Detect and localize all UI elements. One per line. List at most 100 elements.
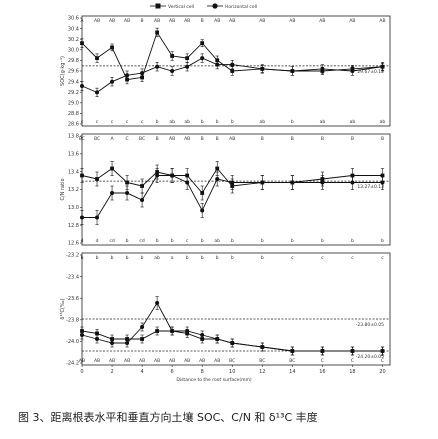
point-vertical: [80, 173, 84, 178]
point-horizontal: [290, 69, 295, 73]
letter-top: b: [231, 255, 234, 261]
letter-top: b: [261, 255, 264, 261]
letter-bottom: AB: [199, 358, 205, 364]
letter-bottom: AB: [184, 358, 190, 364]
point-horizontal: [380, 64, 385, 69]
point-vertical: [110, 45, 114, 50]
point-vertical: [170, 54, 175, 58]
x-tick-label: 10: [229, 369, 235, 375]
point-horizontal: [215, 337, 220, 341]
series-line-horizontal: [81, 302, 383, 352]
letter-top: B: [261, 136, 264, 142]
letter-bottom: c: [186, 239, 189, 244]
y-tick-label: 30.0: [68, 48, 79, 54]
letter-bottom: C: [351, 358, 354, 364]
x-tick-label: 12: [259, 369, 265, 375]
letter-top: AB: [214, 18, 220, 24]
chart-legend: Vertical cell Horizontal cell: [150, 3, 257, 10]
letter-top: BC: [94, 136, 100, 142]
point-vertical: [140, 184, 144, 188]
point-horizontal: [185, 180, 190, 185]
point-horizontal: [200, 208, 205, 213]
letter-bottom: AB: [94, 358, 100, 364]
point-vertical: [200, 41, 205, 46]
point-vertical: [140, 337, 144, 341]
letter-bottom: b: [201, 238, 204, 244]
y-tick-label: -23.6: [66, 296, 79, 302]
letter-top: B: [201, 18, 204, 24]
point-horizontal: [80, 215, 84, 220]
letter-top: AB: [169, 136, 175, 142]
point-horizontal: [230, 180, 235, 185]
letter-bottom: cd: [109, 238, 114, 244]
point-horizontal: [200, 333, 205, 337]
y-tick-label: 28.8: [68, 111, 79, 117]
y-tick-label: 29.8: [68, 58, 79, 64]
letter-top: B: [291, 136, 294, 142]
letter-bottom: AB: [139, 358, 145, 364]
point-horizontal: [260, 66, 265, 71]
point-horizontal: [125, 73, 130, 78]
letter-top: BC: [79, 136, 85, 142]
point-horizontal: [185, 64, 190, 69]
reference-label: -23.80±0.05: [356, 322, 384, 328]
legend-label-vertical: Vertical cell: [168, 4, 194, 10]
letter-top: AB: [124, 18, 130, 24]
letter-top: AB: [319, 18, 325, 24]
letter-bottom: BC: [259, 358, 265, 364]
point-horizontal: [215, 62, 220, 67]
series-line-vertical: [81, 31, 383, 81]
letter-top: B: [156, 136, 159, 142]
legend-marker-vertical: [155, 3, 161, 9]
y-tick-label: 29.6: [68, 69, 79, 75]
point-horizontal: [260, 180, 265, 185]
letter-bottom: b: [216, 119, 219, 125]
point-horizontal: [110, 79, 115, 84]
point-horizontal: [320, 66, 325, 71]
x-tick-label: 0: [80, 369, 83, 375]
x-tick-label: 6: [171, 369, 174, 375]
y-tick-label: 13.8: [68, 134, 79, 140]
y-tick-label: -24.0: [66, 339, 79, 345]
letter-top: AB: [259, 18, 265, 24]
letter-bottom: AB: [214, 358, 220, 364]
letter-top: c: [351, 256, 354, 261]
y-tick-label: -23.2: [66, 253, 79, 259]
letter-top: AB: [184, 136, 190, 142]
point-horizontal: [170, 329, 175, 333]
point-vertical: [95, 56, 99, 61]
letter-top: b: [81, 255, 84, 261]
x-tick-label: 14: [289, 369, 295, 375]
letter-top: b: [186, 255, 189, 261]
point-horizontal: [80, 333, 84, 337]
letter-top: B: [201, 136, 204, 142]
point-horizontal: [230, 341, 235, 345]
letter-bottom: b: [126, 238, 129, 244]
point-horizontal: [260, 345, 265, 349]
point-horizontal: [170, 173, 175, 178]
y-axis-label: δ¹³C(‰): [60, 298, 66, 319]
x-axis-label: Distance to the root surface(mm): [176, 377, 251, 383]
letter-top: B: [321, 136, 324, 142]
y-tick-label: 13.2: [68, 187, 79, 193]
point-horizontal: [380, 180, 385, 185]
letter-top: ab: [154, 255, 160, 261]
letter-top: c: [291, 256, 294, 261]
letter-top: C: [125, 136, 128, 142]
letter-bottom: ab: [184, 119, 190, 125]
letter-bottom: cd: [139, 238, 144, 244]
point-horizontal: [95, 337, 100, 341]
letter-top: b: [201, 255, 204, 261]
letter-bottom: c: [141, 120, 144, 125]
letter-top: b: [111, 255, 114, 261]
y-tick-label: 30.2: [68, 37, 79, 43]
x-tick-label: 2: [110, 369, 113, 375]
y-axis-label: SOC(g·kg⁻¹): [60, 56, 66, 86]
letter-top: B: [381, 136, 384, 142]
letter-bottom: C: [381, 358, 384, 364]
panel-3: -23.2 -23.4 -23.6 -23.8 -24.0 -24.2 δ¹³C(‰) -23…: [60, 252, 391, 367]
letter-top: AB: [349, 18, 355, 24]
point-horizontal: [95, 90, 100, 95]
x-tick-label: 4: [141, 369, 144, 375]
letter-bottom: b: [351, 238, 354, 244]
